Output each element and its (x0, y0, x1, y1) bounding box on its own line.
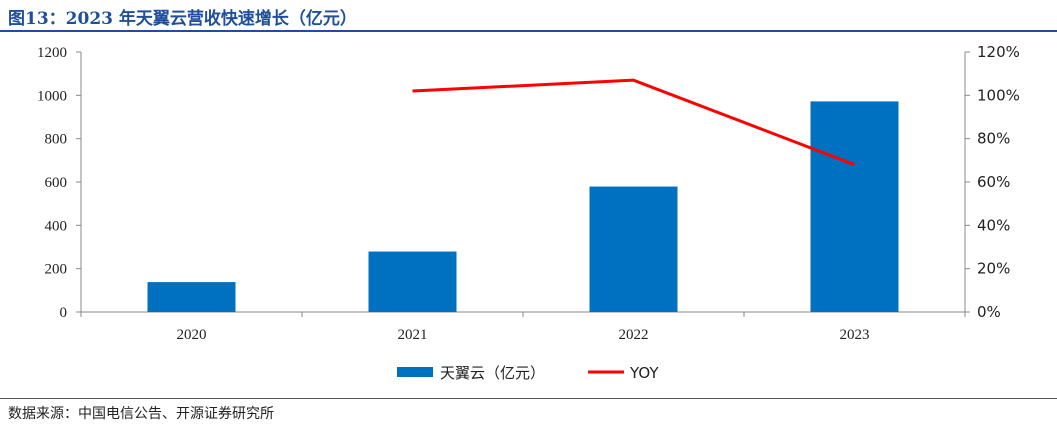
legend-label-bar: 天翼云（亿元） (440, 364, 545, 382)
bar (810, 101, 899, 313)
bar (368, 251, 457, 312)
y-tick-label-left: 1200 (37, 45, 67, 61)
legend-label-line: YOY (629, 364, 659, 382)
chart-title: 图13：2023 年天翼云营收快速增长（亿元） (8, 9, 357, 29)
y-tick-label-left: 600 (45, 175, 68, 191)
title-rule (0, 30, 1057, 32)
y-tick-label-right: 20% (977, 260, 1010, 278)
x-tick-label: 2023 (840, 327, 870, 343)
y-tick-label-right: 60% (977, 173, 1010, 191)
x-tick-label: 2021 (398, 327, 428, 343)
y-tick-label-left: 0 (60, 305, 68, 321)
bar (589, 186, 678, 312)
legend: 天翼云（亿元） YOY (397, 364, 659, 382)
y-tick-label-right: 40% (977, 216, 1010, 234)
y-tick-label-right: 100% (977, 86, 1020, 104)
source-note: 数据来源：中国电信公告、开源证券研究所 (8, 406, 274, 422)
bar (147, 282, 236, 312)
y-tick-label-left: 400 (45, 218, 68, 234)
yoy-line (412, 78, 856, 167)
source-rule (0, 398, 1057, 399)
yoy-series (412, 78, 856, 167)
legend-swatch-bar (397, 367, 433, 377)
y-tick-label-right: 120% (977, 43, 1020, 61)
y-tick-label-right: 0% (977, 303, 1001, 321)
x-tick-label: 2022 (619, 327, 649, 343)
y-tick-label-left: 1000 (37, 88, 67, 104)
bar-series (147, 101, 899, 313)
y-tick-label-left: 200 (45, 262, 68, 278)
axes: 0 200 400 600 800 1000 1200 0% 20% 40% 60% 80% 100% 1… (37, 43, 1020, 343)
y-tick-label-right: 80% (977, 130, 1010, 148)
x-tick-label: 2020 (177, 327, 207, 343)
y-tick-label-left: 800 (45, 132, 68, 148)
